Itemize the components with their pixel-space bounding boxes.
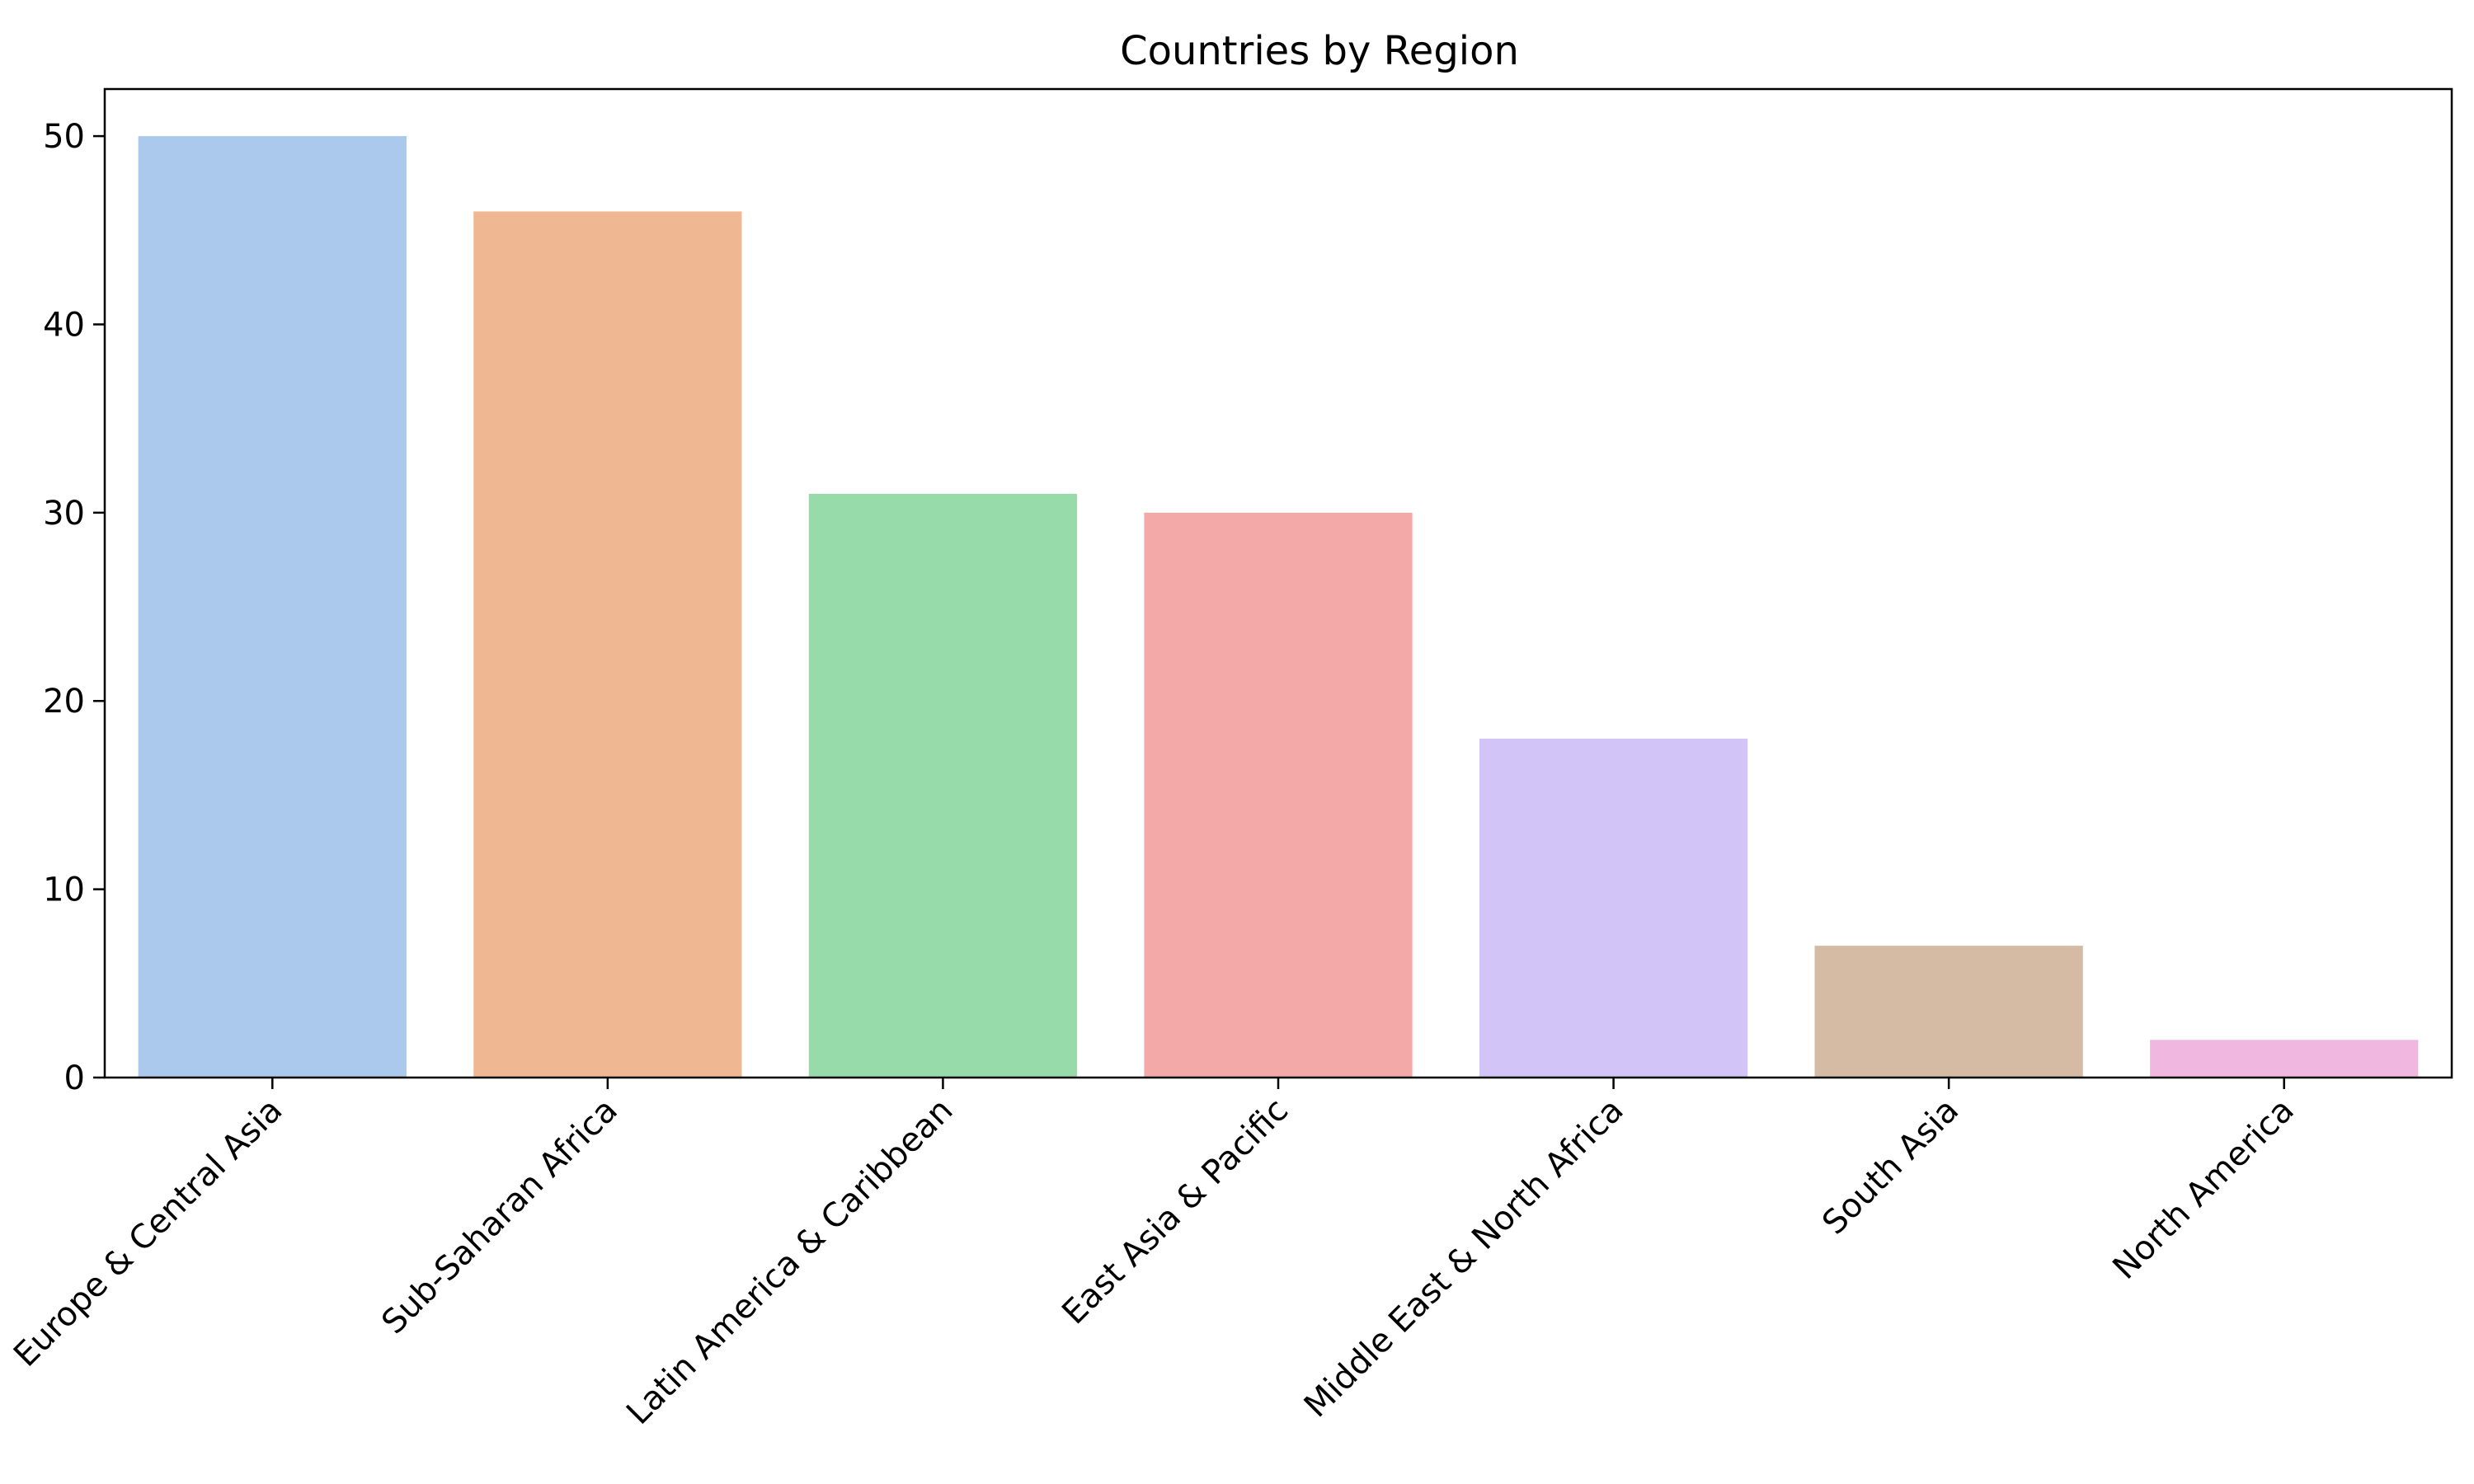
chart-title: Countries by Region [1120,28,1519,74]
bar-5 [1814,946,2083,1078]
y-axis: 0 10 20 30 40 50 [43,118,105,1097]
bar-6 [2150,1040,2419,1078]
x-tick-label-1: Sub-Saharan Africa [374,1092,625,1342]
bar-0 [138,136,407,1078]
x-tick-label-6: North America [2105,1092,2301,1287]
y-tick-label-4: 40 [43,306,85,344]
x-tick-label-0: Europe & Central Asia [7,1092,289,1374]
bar-1 [473,211,742,1078]
x-tick-label-2: Latin America & Caribbean [619,1092,960,1432]
y-tick-label-1: 10 [43,871,85,909]
x-axis: Europe & Central Asia Sub-Saharan AfricaL… [7,1078,2302,1432]
bar-4 [1479,738,1748,1078]
bar-2 [808,494,1078,1078]
y-tick-label-5: 50 [43,118,85,156]
x-tick-label-3: East Asia & Pacific [1055,1092,1296,1332]
x-tick-label-4: Middle East & North Africa [1297,1092,1631,1425]
plot-frame [103,87,2453,1079]
y-tick-label-2: 20 [43,683,85,721]
y-tick-label-3: 30 [43,495,85,533]
x-tick-label-5: South Asia [1815,1092,1966,1242]
y-tick-label-0: 0 [64,1059,85,1097]
bar-3 [1144,512,1413,1078]
bars-group [138,136,2419,1078]
